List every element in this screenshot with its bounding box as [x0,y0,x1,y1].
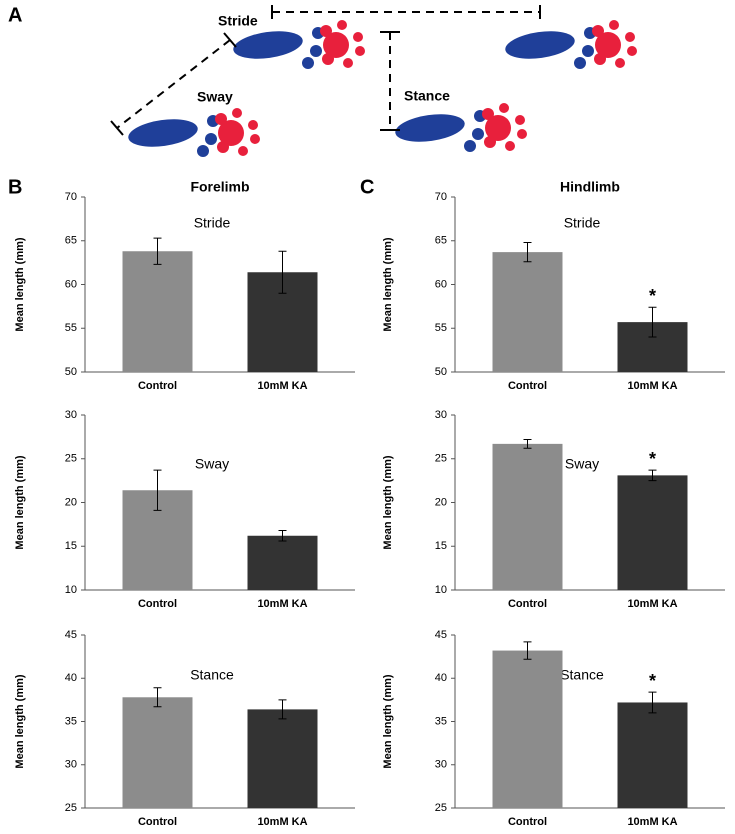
chart-title: Stance [190,667,234,683]
diagram-label: Stride [218,13,258,29]
significance-marker: * [649,286,656,306]
error-bar [278,699,287,720]
y-tick-label: 30 [435,759,447,771]
bar [247,535,318,590]
bar [492,252,563,372]
y-tick-label: 40 [435,672,447,684]
chart-title: Stride [564,215,601,231]
y-tick-label: 50 [435,366,447,378]
y-tick-label: 65 [65,235,77,247]
y-tick-label: 45 [435,629,447,641]
bar [492,650,563,808]
x-tick-label: Control [138,380,177,392]
y-tick-label: 15 [435,540,447,552]
y-tick-label: 20 [435,496,447,508]
y-axis-label: Mean length (mm) [382,455,394,549]
error-bar [648,469,657,482]
error-bar [523,439,532,449]
x-tick-label: 10mM KA [627,598,677,610]
bar [492,443,563,590]
error-bar [648,306,657,338]
x-tick-label: 10mM KA [257,598,307,610]
bar [617,475,688,590]
diagram: Stride Sway Stance [110,5,637,157]
chart-title: Stride [194,215,231,231]
error-bar [153,687,162,708]
error-bar [278,530,287,542]
x-tick-label: 10mM KA [627,816,677,828]
y-tick-label: 65 [435,235,447,247]
chart-title: Sway [195,456,229,472]
y-tick-label: 35 [435,715,447,727]
y-axis-label: Mean length (mm) [382,674,394,768]
y-tick-label: 40 [65,672,77,684]
y-tick-label: 30 [65,759,77,771]
y-tick-label: 45 [65,629,77,641]
y-tick-label: 25 [435,453,447,465]
y-axis-label: Mean length (mm) [14,455,26,549]
y-tick-label: 15 [65,540,77,552]
y-tick-label: 70 [65,191,77,203]
error-bar [278,250,287,294]
y-tick-label: 55 [435,322,447,334]
y-tick-label: 10 [65,584,77,596]
significance-marker: * [649,671,656,691]
column-header: Hindlimb [560,179,620,195]
bar [122,251,193,372]
bar [247,709,318,808]
y-tick-label: 30 [435,409,447,421]
significance-marker: * [649,449,656,469]
y-axis-label: Mean length (mm) [382,237,394,331]
error-bar [153,469,162,511]
x-tick-label: Control [508,598,547,610]
error-bar [153,237,162,265]
y-tick-label: 60 [435,278,447,290]
bar [617,702,688,808]
y-tick-label: 35 [65,715,77,727]
panel-label: B [8,176,22,198]
bar [122,697,193,808]
column-header: Forelimb [190,179,249,195]
y-tick-label: 25 [65,802,77,814]
y-tick-label: 25 [435,802,447,814]
error-bar [523,242,532,263]
y-tick-label: 25 [65,453,77,465]
x-tick-label: Control [138,598,177,610]
y-tick-label: 30 [65,409,77,421]
x-tick-label: 10mM KA [627,380,677,392]
y-axis-label: Mean length (mm) [14,237,26,331]
y-tick-label: 70 [435,191,447,203]
y-tick-label: 50 [65,366,77,378]
y-tick-label: 20 [65,496,77,508]
x-tick-label: 10mM KA [257,380,307,392]
error-bar [523,641,532,660]
x-tick-label: Control [508,380,547,392]
y-axis-label: Mean length (mm) [14,674,26,768]
panel-label: C [360,176,374,198]
diagram-label: Stance [404,88,450,104]
diagram-label: Sway [197,89,233,105]
panel-label: A [8,4,22,26]
y-tick-label: 60 [65,278,77,290]
chart-title: Stance [560,667,604,683]
error-bar [648,691,657,714]
x-tick-label: Control [508,816,547,828]
y-tick-label: 55 [65,322,77,334]
x-tick-label: 10mM KA [257,816,307,828]
y-tick-label: 10 [435,584,447,596]
chart-title: Sway [565,456,599,472]
x-tick-label: Control [138,816,177,828]
